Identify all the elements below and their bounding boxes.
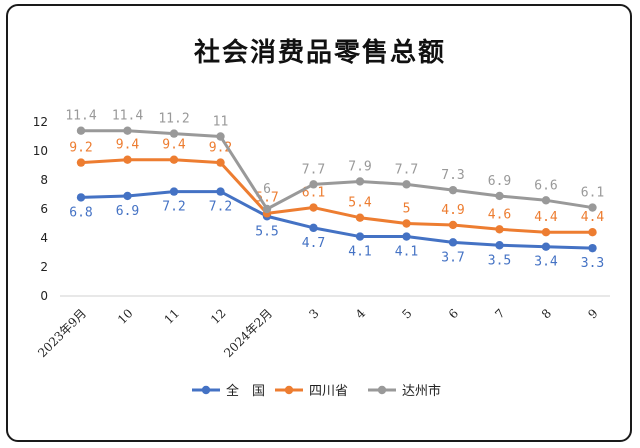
data-point xyxy=(355,232,365,241)
data-label: 7.3 xyxy=(441,168,464,183)
data-point xyxy=(541,196,551,205)
data-label: 6.1 xyxy=(302,186,325,201)
data-label: 4.6 xyxy=(488,207,511,222)
x-tick-label: 6 xyxy=(446,306,461,321)
data-point xyxy=(541,228,551,237)
legend-marker-1 xyxy=(284,385,294,395)
x-tick-label: 12 xyxy=(208,306,229,327)
legend-marker-0 xyxy=(201,385,211,395)
data-label: 6.9 xyxy=(488,174,511,189)
data-point xyxy=(262,204,272,214)
x-tick-label: 2023年9月 xyxy=(35,306,89,360)
y-tick-label: 0 xyxy=(40,289,48,303)
data-point xyxy=(309,203,318,212)
data-label: 6 xyxy=(263,182,271,197)
y-tick-label: 2 xyxy=(40,260,48,274)
data-point xyxy=(216,158,225,167)
data-label: 3.5 xyxy=(488,253,511,268)
data-point xyxy=(169,187,179,196)
x-tick-label: 8 xyxy=(539,306,554,321)
data-point xyxy=(448,238,458,247)
y-tick-label: 8 xyxy=(40,173,48,187)
data-point xyxy=(588,228,597,237)
data-point xyxy=(355,177,365,186)
data-point xyxy=(216,132,225,141)
data-point xyxy=(588,243,597,253)
chart-frame xyxy=(6,4,632,442)
data-label: 4.1 xyxy=(395,245,418,260)
data-point xyxy=(402,219,411,228)
data-label: 7.2 xyxy=(209,200,232,215)
data-label: 7.2 xyxy=(162,200,185,215)
y-tick-label: 12 xyxy=(33,115,48,129)
x-tick-label: 7 xyxy=(492,306,507,321)
data-point xyxy=(448,220,458,230)
data-point xyxy=(495,191,504,201)
data-label: 11.2 xyxy=(158,112,189,127)
data-point xyxy=(309,180,318,189)
x-tick-label: 5 xyxy=(399,306,414,321)
data-label: 4.4 xyxy=(581,210,605,225)
data-point xyxy=(76,126,86,135)
data-label: 6.9 xyxy=(116,204,139,219)
data-point xyxy=(123,155,132,164)
data-point xyxy=(541,242,551,251)
data-point xyxy=(76,193,86,202)
y-tick-label: 10 xyxy=(33,144,48,158)
data-label: 5.5 xyxy=(255,224,278,239)
x-tick-label: 3 xyxy=(306,306,321,321)
y-tick-label: 6 xyxy=(40,202,48,216)
y-tick-label: 4 xyxy=(40,231,48,245)
data-label: 3.7 xyxy=(441,250,464,265)
data-point xyxy=(309,223,318,233)
x-tick-label: 9 xyxy=(585,306,600,321)
data-label: 7.7 xyxy=(302,162,325,177)
data-point xyxy=(123,191,132,201)
data-point xyxy=(448,185,458,195)
data-label: 7.7 xyxy=(395,162,418,177)
data-point xyxy=(169,155,179,164)
data-label: 6.8 xyxy=(69,205,92,220)
data-label: 3.4 xyxy=(534,255,558,270)
data-point xyxy=(216,187,225,196)
data-label: 9.4 xyxy=(116,138,140,153)
chart-title: 社会消费品零售总额 xyxy=(193,38,446,68)
data-point xyxy=(355,213,365,222)
data-label: 4.4 xyxy=(534,210,558,225)
data-label: 6.6 xyxy=(534,178,557,193)
legend-label-1: 四川省 xyxy=(309,384,348,399)
data-label: 7.9 xyxy=(348,159,371,174)
legend-marker-2 xyxy=(377,385,387,395)
data-label: 5 xyxy=(403,202,411,217)
data-label: 6.1 xyxy=(581,186,604,201)
data-label: 11.4 xyxy=(112,109,143,124)
series-line-2 xyxy=(79,129,594,211)
data-label: 4.7 xyxy=(302,236,325,251)
data-point xyxy=(495,241,504,250)
data-point xyxy=(402,180,411,189)
legend-label-2: 达州市 xyxy=(402,383,441,399)
data-label: 5.4 xyxy=(348,196,372,211)
data-label: 9.4 xyxy=(162,138,186,153)
data-point xyxy=(495,225,504,234)
legend-label-0: 全 国 xyxy=(226,383,265,399)
data-point xyxy=(588,203,597,212)
series-line-0 xyxy=(79,190,594,250)
data-label: 9.2 xyxy=(69,141,92,156)
x-tick-label: 2024年2月 xyxy=(221,306,275,360)
data-point xyxy=(169,129,179,138)
data-point xyxy=(123,126,132,135)
data-point xyxy=(76,158,86,167)
data-label: 3.3 xyxy=(581,256,604,271)
data-label: 4.9 xyxy=(441,203,464,218)
data-label: 11 xyxy=(213,115,229,130)
x-tick-label: 4 xyxy=(353,306,369,322)
x-tick-label: 11 xyxy=(161,306,182,327)
data-label: 11.4 xyxy=(65,109,96,124)
data-label: 4.1 xyxy=(348,245,371,260)
x-tick-label: 10 xyxy=(115,306,136,327)
data-point xyxy=(402,232,411,241)
series-line-1 xyxy=(79,158,594,234)
